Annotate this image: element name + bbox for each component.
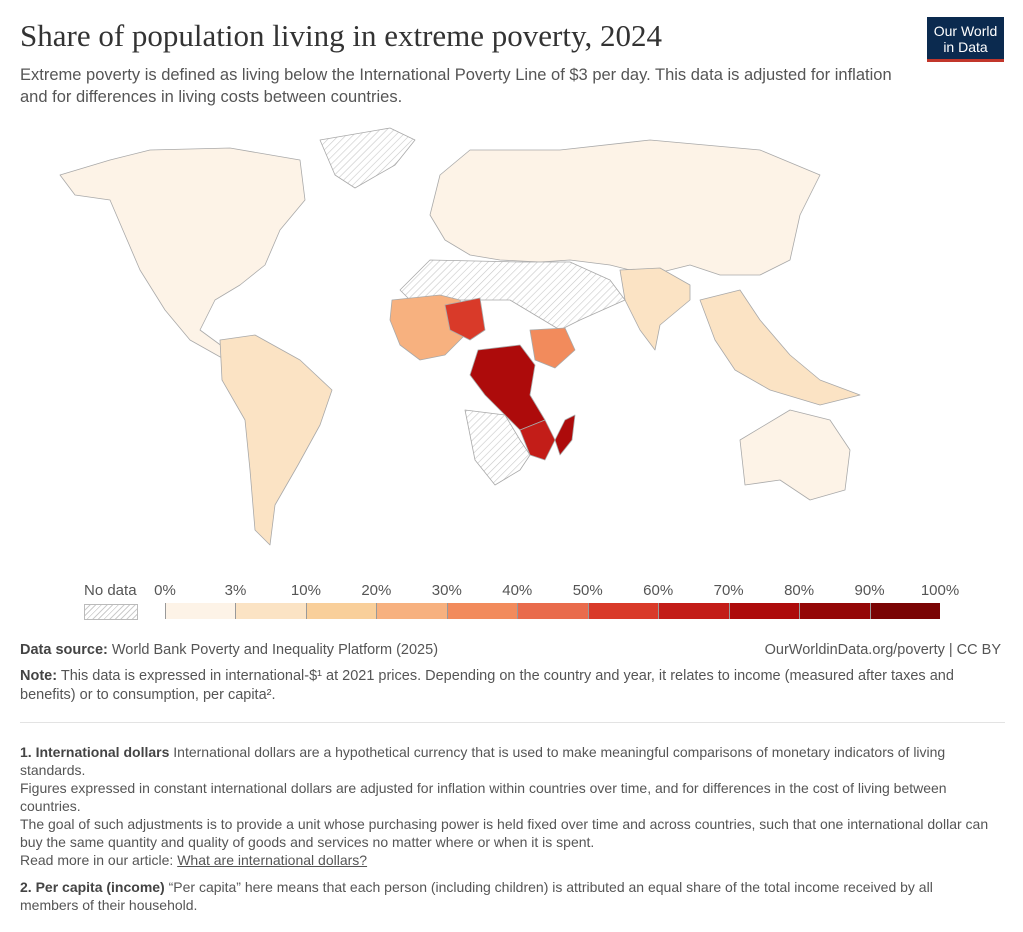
- legend-tick-label: 80%: [784, 582, 815, 599]
- owid-logo[interactable]: Our World in Data: [927, 17, 1004, 62]
- legend-tick-label: 30%: [431, 582, 462, 599]
- legend-tick-label: 100%: [920, 582, 960, 599]
- map-region-europe-central-asia[interactable]: [429, 139, 821, 276]
- legend-bin[interactable]: [587, 603, 659, 619]
- international-dollars-link[interactable]: What are international dollars?: [177, 852, 368, 868]
- source-label: Data source:: [20, 642, 108, 658]
- legend-bin[interactable]: [305, 603, 377, 619]
- legend-tick-label: 60%: [643, 582, 674, 599]
- footnote-1-text-3: The goal of such adjustments is to provi…: [20, 816, 989, 850]
- legend-bin[interactable]: [235, 603, 306, 619]
- footnote-2-text: “Per capita” here means that each person…: [20, 879, 933, 913]
- map-region-southeast-asia[interactable]: [699, 289, 861, 406]
- note: Note: This data is expressed in internat…: [20, 667, 995, 705]
- map-region-south-asia[interactable]: [619, 267, 691, 351]
- legend-tick-label: 3%: [224, 582, 247, 599]
- map-region-sahel-niger-[interactable]: [444, 297, 486, 341]
- legend-bin[interactable]: [658, 603, 729, 619]
- legend-tick-label: 20%: [361, 582, 392, 599]
- footnote-2-title: 2. Per capita (income): [20, 879, 165, 895]
- map-region-southern-africa[interactable]: [464, 409, 531, 486]
- map-region-madagascar[interactable]: [554, 414, 576, 456]
- legend-tick-label: 0%: [154, 582, 176, 599]
- legend-no-data-swatch: [84, 604, 138, 620]
- legend-bin[interactable]: [165, 603, 236, 619]
- note-label: Note:: [20, 668, 58, 684]
- legend-tick-label: 50%: [572, 582, 603, 599]
- footnote-1-text-2: Figures expressed in constant internatio…: [20, 780, 947, 814]
- legend-tick-label: 10%: [290, 582, 321, 599]
- data-source: Data source: World Bank Poverty and Ineq…: [20, 642, 438, 658]
- chart-subtitle: Extreme poverty is defined as living bel…: [20, 66, 892, 106]
- legend-tick-label: 70%: [713, 582, 744, 599]
- map-region-australia[interactable]: [739, 409, 851, 501]
- footnote-1-title: 1. International dollars: [20, 744, 170, 760]
- legend-bin[interactable]: [799, 603, 870, 619]
- footnote-2: 2. Per capita (income) “Per capita” here…: [20, 878, 995, 914]
- map-region-mozambique-malawi[interactable]: [519, 419, 556, 461]
- legend-bin[interactable]: [728, 603, 800, 619]
- chart-title: Share of population living in extreme po…: [20, 18, 662, 53]
- note-text: This data is expressed in international-…: [20, 668, 954, 703]
- legend-no-data-label: No data: [84, 582, 137, 599]
- footnote-1-read-more: Read more in our article:: [20, 852, 174, 868]
- world-map[interactable]: [0, 120, 1023, 560]
- legend-tick-label: 40%: [502, 582, 533, 599]
- map-region-greenland[interactable]: [319, 127, 416, 189]
- source-url-link[interactable]: OurWorldinData.org/poverty | CC BY: [764, 642, 1001, 658]
- map-region-ethiopia[interactable]: [529, 327, 576, 369]
- legend-bin[interactable]: [517, 603, 588, 619]
- source-text: World Bank Poverty and Inequality Platfo…: [111, 642, 439, 658]
- divider: [20, 722, 1005, 723]
- legend-bin[interactable]: [869, 603, 940, 619]
- map-region-north-america[interactable]: [59, 147, 306, 359]
- footnote-1-text: International dollars are a hypothetical…: [20, 744, 946, 778]
- legend-bin[interactable]: [446, 603, 518, 619]
- footnote-1: 1. International dollars International d…: [20, 743, 995, 869]
- legend-tick-label: 90%: [854, 582, 885, 599]
- map-region-south-america[interactable]: [219, 334, 333, 546]
- legend-bin[interactable]: [376, 603, 447, 619]
